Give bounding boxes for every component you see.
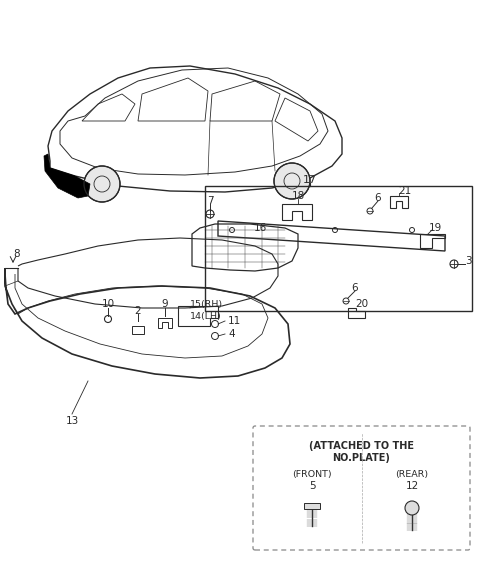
Circle shape bbox=[405, 501, 419, 515]
Text: 12: 12 bbox=[406, 481, 419, 491]
Text: 13: 13 bbox=[65, 416, 79, 426]
Text: 10: 10 bbox=[101, 299, 115, 309]
Text: NO.PLATE): NO.PLATE) bbox=[333, 453, 390, 463]
Text: 18: 18 bbox=[291, 191, 305, 201]
Text: 17: 17 bbox=[303, 175, 317, 185]
Text: 3: 3 bbox=[466, 256, 472, 266]
Text: 2: 2 bbox=[135, 306, 141, 316]
Text: 19: 19 bbox=[428, 223, 442, 233]
Text: 11: 11 bbox=[228, 316, 241, 326]
Text: 16: 16 bbox=[253, 223, 266, 233]
Text: 8: 8 bbox=[14, 249, 20, 259]
Text: 21: 21 bbox=[398, 186, 412, 196]
Text: (FRONT): (FRONT) bbox=[292, 469, 332, 479]
Circle shape bbox=[84, 166, 120, 202]
Bar bbox=[205, 186, 472, 311]
Text: 5: 5 bbox=[309, 481, 315, 491]
Text: 15(RH): 15(RH) bbox=[190, 300, 223, 309]
Text: (ATTACHED TO THE: (ATTACHED TO THE bbox=[309, 441, 414, 451]
Text: 20: 20 bbox=[355, 299, 369, 309]
Text: (REAR): (REAR) bbox=[396, 469, 429, 479]
Text: 7: 7 bbox=[207, 196, 213, 206]
Text: 9: 9 bbox=[162, 299, 168, 309]
Text: 14(LH): 14(LH) bbox=[190, 312, 222, 320]
Polygon shape bbox=[44, 154, 90, 198]
Text: 6: 6 bbox=[352, 283, 358, 293]
Text: 4: 4 bbox=[228, 329, 235, 339]
Bar bbox=[304, 503, 320, 509]
Text: 6: 6 bbox=[375, 193, 381, 203]
Circle shape bbox=[274, 163, 310, 199]
